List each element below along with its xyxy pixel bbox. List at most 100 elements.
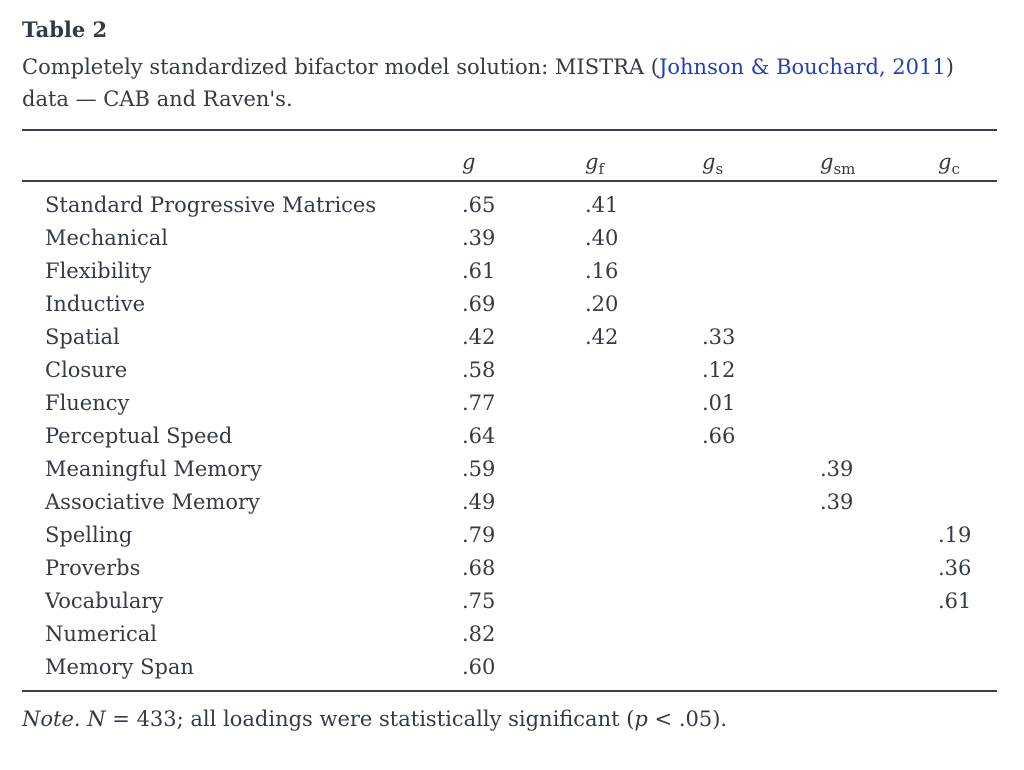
loading-value: .19 — [938, 523, 972, 547]
bifactor-loadings-table: g gf gs gsm gc Standard Progressive Matrices… — [22, 129, 997, 692]
row-label: Spelling — [45, 523, 133, 547]
loading-value — [820, 552, 938, 585]
table-row: Inductive .69 .20 — [22, 288, 997, 321]
row-label: Mechanical — [45, 226, 168, 250]
table-row: Meaningful Memory .59 .39 — [22, 453, 997, 486]
loading-value — [820, 519, 938, 552]
row-label: Spatial — [45, 325, 120, 349]
note-text-end: < .05). — [647, 707, 728, 731]
loading-value: .41 — [585, 193, 619, 217]
loading-value — [938, 453, 997, 486]
loading-value — [938, 288, 997, 321]
loading-value — [938, 222, 997, 255]
loading-value: .69 — [462, 292, 496, 316]
loading-value: .61 — [938, 589, 972, 613]
note-text: = 433; all loadings were statistically s… — [105, 707, 635, 731]
loading-value — [820, 321, 938, 354]
loading-value — [938, 486, 997, 519]
loading-value: .49 — [462, 490, 496, 514]
caption-text-line2: data — CAB and Raven's. — [22, 87, 293, 111]
loading-value — [585, 552, 702, 585]
column-header: gf — [585, 150, 605, 179]
loading-value: .79 — [462, 523, 496, 547]
loading-value — [938, 651, 997, 691]
loading-value — [702, 453, 820, 486]
note-p-symbol: p — [634, 707, 648, 731]
loading-value — [585, 453, 702, 486]
table-row: Fluency .77 .01 — [22, 387, 997, 420]
loading-value — [585, 519, 702, 552]
loading-value: .33 — [702, 325, 736, 349]
row-label: Closure — [45, 358, 128, 382]
table-row: Standard Progressive Matrices .65 .41 — [22, 181, 997, 222]
loading-value: .36 — [938, 556, 972, 580]
table-caption: Completely standardized bifactor model s… — [22, 51, 1012, 115]
loading-value — [585, 651, 702, 691]
row-label: Standard Progressive Matrices — [45, 193, 377, 217]
table-row: Vocabulary .75 .61 — [22, 585, 997, 618]
loading-value: .16 — [585, 259, 619, 283]
loading-value — [938, 321, 997, 354]
loading-value — [938, 420, 997, 453]
loading-value — [585, 420, 702, 453]
loading-value — [820, 222, 938, 255]
loading-value — [702, 181, 820, 222]
loading-value — [702, 288, 820, 321]
loading-value: .77 — [462, 391, 496, 415]
loading-value — [820, 618, 938, 651]
table-row: Perceptual Speed .64 .66 — [22, 420, 997, 453]
loading-value: .40 — [585, 226, 619, 250]
loading-value — [938, 255, 997, 288]
loading-value: .39 — [820, 490, 854, 514]
loading-value — [938, 618, 997, 651]
row-label: Perceptual Speed — [45, 424, 233, 448]
row-label: Associative Memory — [45, 490, 260, 514]
table-note: Note. N = 433; all loadings were statist… — [22, 704, 1012, 734]
citation-link[interactable]: Johnson & Bouchard, 2011 — [658, 55, 946, 79]
loading-value — [938, 387, 997, 420]
row-label: Fluency — [45, 391, 130, 415]
loading-value: .01 — [702, 391, 736, 415]
table-row: Proverbs .68 .36 — [22, 552, 997, 585]
loading-value: .42 — [462, 325, 496, 349]
loading-value: .61 — [462, 259, 496, 283]
row-label: Vocabulary — [45, 589, 164, 613]
loading-value — [702, 552, 820, 585]
loading-value: .12 — [702, 358, 736, 382]
loading-value — [702, 618, 820, 651]
table-body: Standard Progressive Matrices .65 .41 Mecha… — [22, 181, 997, 691]
loading-value — [820, 420, 938, 453]
column-header: g — [462, 150, 476, 174]
row-label: Inductive — [45, 292, 145, 316]
loading-value — [820, 354, 938, 387]
loading-value: .20 — [585, 292, 619, 316]
article-table-block: Table 2 Completely standardized bifactor… — [22, 16, 1012, 734]
loading-value: .39 — [462, 226, 496, 250]
row-label: Meaningful Memory — [45, 457, 262, 481]
row-label: Memory Span — [45, 655, 194, 679]
table-row: Spelling .79 .19 — [22, 519, 997, 552]
loading-value: .39 — [820, 457, 854, 481]
loading-value — [585, 585, 702, 618]
loading-value: .66 — [702, 424, 736, 448]
row-label: Flexibility — [45, 259, 152, 283]
table-row: Numerical .82 — [22, 618, 997, 651]
loading-value — [820, 585, 938, 618]
note-prefix: Note. N — [22, 707, 106, 731]
loading-value: .59 — [462, 457, 496, 481]
loading-value: .68 — [462, 556, 496, 580]
loading-value — [820, 651, 938, 691]
loading-value — [938, 181, 997, 222]
loading-value — [702, 651, 820, 691]
column-header: gc — [938, 150, 960, 179]
loading-value — [585, 354, 702, 387]
loading-value — [702, 222, 820, 255]
table-row: Memory Span .60 — [22, 651, 997, 691]
loading-value — [702, 255, 820, 288]
loading-value: .60 — [462, 655, 496, 679]
loading-value — [820, 181, 938, 222]
table-row: Associative Memory .49 .39 — [22, 486, 997, 519]
loading-value: .64 — [462, 424, 496, 448]
caption-text-after-link: ) — [945, 55, 954, 79]
page-title: Table 2 — [22, 17, 108, 42]
